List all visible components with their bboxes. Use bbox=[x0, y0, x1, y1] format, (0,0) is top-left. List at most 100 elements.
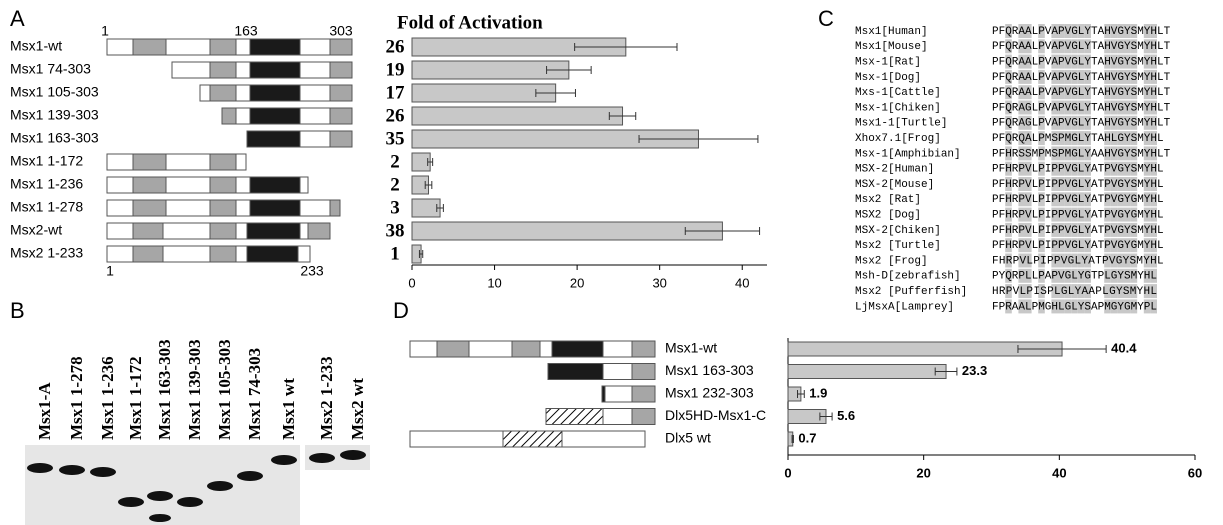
species-name: Msx-1[Dog] bbox=[855, 72, 921, 84]
sequence: PFHRPVLPIPPVGLYATPVGYGMYHL bbox=[992, 210, 1164, 222]
domain bbox=[236, 62, 250, 78]
blot-band bbox=[340, 450, 366, 460]
domain bbox=[133, 39, 166, 55]
domain bbox=[210, 200, 236, 216]
domain bbox=[300, 62, 330, 78]
blot-band bbox=[27, 463, 53, 473]
domain bbox=[250, 200, 300, 216]
domain bbox=[552, 341, 603, 357]
domain bbox=[512, 341, 540, 357]
x-tick-label: 20 bbox=[570, 275, 584, 290]
construct-name: Msx1 1-172 bbox=[10, 153, 83, 169]
domain bbox=[300, 131, 330, 147]
construct-name: Msx1-wt bbox=[10, 38, 62, 54]
domain bbox=[236, 154, 246, 170]
bar bbox=[412, 84, 556, 102]
species-name: Msx1[Human] bbox=[855, 26, 928, 38]
domain bbox=[540, 341, 552, 357]
value-label: 2 bbox=[390, 174, 400, 195]
domain bbox=[250, 39, 300, 55]
construct-name: Msx1 1-278 bbox=[10, 199, 83, 215]
domain bbox=[330, 85, 352, 101]
panel-label: C bbox=[818, 6, 834, 31]
domain bbox=[503, 431, 562, 447]
x-tick-label: 60 bbox=[1188, 465, 1202, 480]
blot-band bbox=[237, 471, 263, 481]
construct-name: Msx1 1-236 bbox=[10, 176, 83, 192]
domain bbox=[562, 431, 645, 447]
domain bbox=[330, 62, 352, 78]
species-name: MSX-2[Mouse] bbox=[855, 179, 934, 191]
sequence: PFQRAALPVAPVGLYTAHVGYSMYHLT bbox=[992, 41, 1171, 53]
panel-label: A bbox=[10, 6, 25, 31]
domain bbox=[250, 85, 300, 101]
value-label: 17 bbox=[386, 82, 406, 103]
construct-name: Msx1 232-303 bbox=[665, 385, 754, 401]
domain bbox=[163, 246, 210, 262]
value-label: 0.7 bbox=[798, 430, 816, 445]
domain bbox=[236, 39, 250, 55]
domain bbox=[210, 85, 236, 101]
domain bbox=[247, 131, 300, 147]
x-tick-label: 10 bbox=[487, 275, 501, 290]
x-tick-label: 0 bbox=[408, 275, 415, 290]
lane-label: Msx1 1-236 bbox=[98, 356, 117, 440]
construct-name: Msx1 74-303 bbox=[10, 61, 91, 77]
x-tick-label: 0 bbox=[784, 465, 791, 480]
domain bbox=[300, 223, 308, 239]
species-name: Msx2 [Rat] bbox=[855, 194, 921, 206]
domain bbox=[210, 39, 236, 55]
bar bbox=[788, 365, 946, 379]
domain bbox=[632, 409, 655, 425]
domain bbox=[330, 200, 340, 216]
blot-band bbox=[271, 455, 297, 465]
species-name: LjMsxA[Lamprey] bbox=[855, 301, 954, 313]
domain bbox=[107, 177, 133, 193]
domain bbox=[300, 39, 330, 55]
sequence: FHRPVLPIPPVGLYATPVGYSMYHL bbox=[992, 255, 1164, 267]
value-label: 26 bbox=[386, 105, 405, 126]
lane-label: Msx1 163-303 bbox=[155, 339, 174, 440]
domain bbox=[250, 177, 300, 193]
domain bbox=[166, 39, 210, 55]
domain bbox=[133, 200, 166, 216]
domain bbox=[236, 200, 250, 216]
domain bbox=[603, 341, 632, 357]
domain bbox=[133, 246, 163, 262]
sequence: PFQRQALPMSPMGLYTAHLGYSMYHL bbox=[992, 133, 1164, 145]
domain bbox=[172, 62, 210, 78]
domain bbox=[247, 246, 298, 262]
domain bbox=[548, 364, 603, 380]
sequence: PFQRAGLPVAPVGLYTAHVGYSMYHLT bbox=[992, 102, 1171, 114]
value-label: 1 bbox=[390, 243, 400, 264]
species-name: Msx1-1[Turtle] bbox=[855, 118, 947, 130]
domain bbox=[222, 108, 236, 124]
value-label: 5.6 bbox=[837, 408, 855, 423]
domain bbox=[210, 62, 236, 78]
domain bbox=[603, 364, 632, 380]
domain bbox=[236, 108, 250, 124]
scale-label: 163 bbox=[234, 23, 258, 39]
construct-name: Msx2-wt bbox=[10, 222, 62, 238]
domain bbox=[546, 409, 603, 425]
species-name: Msh-D[zebrafish] bbox=[855, 271, 961, 283]
blot-band bbox=[90, 467, 116, 477]
blot-band bbox=[59, 465, 85, 475]
domain bbox=[300, 85, 330, 101]
bar bbox=[412, 107, 623, 125]
domain bbox=[250, 108, 300, 124]
panel-label: D bbox=[393, 298, 409, 323]
figure: A B C D 1 163 303 1 233 Fold of Activati… bbox=[0, 0, 1223, 525]
scale-label: 303 bbox=[329, 23, 353, 39]
domain bbox=[166, 200, 210, 216]
species-name: Msx-1[Rat] bbox=[855, 57, 921, 69]
sequence: PFHRPVLPIPPVGLYATPVGYGMYHL bbox=[992, 240, 1164, 252]
lane-label: Msx2 wt bbox=[348, 378, 367, 440]
construct-name: Dlx5 wt bbox=[665, 430, 711, 446]
scale-label: 1 bbox=[106, 263, 114, 279]
species-name: Msx1[Mouse] bbox=[855, 41, 928, 53]
domain bbox=[107, 200, 133, 216]
lane-label: Msx1 139-303 bbox=[185, 339, 204, 440]
domain bbox=[210, 246, 236, 262]
scale-label: 1 bbox=[101, 23, 109, 39]
